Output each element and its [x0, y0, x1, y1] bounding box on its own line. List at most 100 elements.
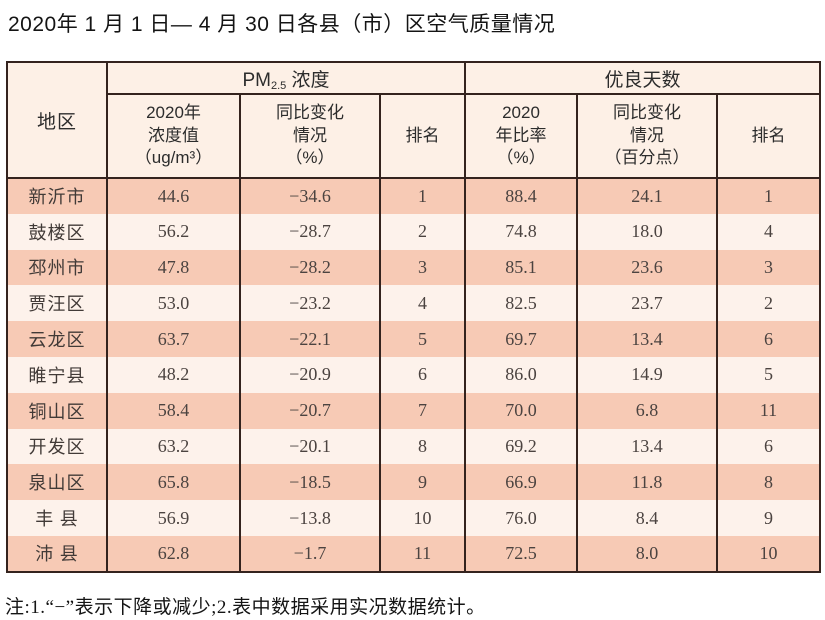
cell-good-ratio: 72.5 [464, 535, 579, 572]
cell-good-rank: 9 [716, 500, 822, 536]
cell-region: 鼓楼区 [6, 213, 108, 250]
table-row: 沛 县 62.8 −1.7 11 72.5 8.0 10 [6, 535, 822, 572]
cell-good-ratio: 74.8 [464, 213, 579, 250]
pm-value-column-header: 2020年 浓度值 （ug/m³） [106, 94, 241, 179]
cell-pm-value: 44.6 [106, 178, 241, 214]
cell-pm-change: −1.7 [239, 535, 381, 572]
cell-region: 铜山区 [6, 392, 108, 429]
cell-good-change: 11.8 [576, 464, 719, 501]
good-days-group-header: 优良天数 [464, 62, 822, 95]
cell-good-change: 8.0 [576, 535, 719, 572]
cell-good-ratio: 86.0 [464, 356, 579, 393]
cell-region: 丰 县 [6, 500, 108, 536]
cell-region: 云龙区 [6, 321, 108, 357]
cell-pm-rank: 10 [378, 500, 467, 536]
cell-region: 睢宁县 [6, 356, 108, 393]
cell-good-rank: 10 [716, 535, 822, 572]
cell-good-change: 13.4 [576, 321, 719, 357]
cell-good-change: 23.6 [576, 249, 719, 286]
cell-pm-rank: 11 [378, 535, 467, 572]
cell-region: 泉山区 [6, 464, 108, 501]
group-header-row: 地区 PM2.5 浓度 优良天数 [6, 62, 822, 179]
cell-pm-value: 56.2 [106, 213, 241, 250]
cell-good-change: 18.0 [576, 213, 719, 250]
pm25-label-base: PM [242, 69, 271, 91]
cell-pm-rank: 4 [378, 285, 467, 322]
region-column-header: 地区 [6, 62, 108, 179]
cell-good-rank: 3 [716, 249, 822, 286]
cell-good-ratio: 69.7 [464, 321, 579, 357]
air-quality-table: 地区 PM2.5 浓度 优良天数 2020年 浓度值 （ug/m³） 同比变化 … [6, 61, 822, 573]
cell-good-rank: 2 [716, 285, 822, 322]
cell-good-ratio: 82.5 [464, 285, 579, 322]
cell-good-ratio: 69.2 [464, 428, 579, 465]
cell-pm-change: −13.8 [239, 500, 381, 536]
cell-pm-change: −28.2 [239, 249, 381, 286]
cell-region: 新沂市 [6, 178, 108, 214]
cell-good-rank: 6 [716, 321, 822, 357]
cell-good-change: 23.7 [576, 285, 719, 322]
cell-pm-rank: 2 [378, 213, 467, 250]
cell-good-change: 6.8 [576, 392, 719, 429]
cell-good-ratio: 76.0 [464, 500, 579, 536]
table-row: 睢宁县 48.2 −20.9 6 86.0 14.9 5 [6, 356, 822, 393]
cell-pm-rank: 8 [378, 428, 467, 465]
table-header: 地区 PM2.5 浓度 优良天数 2020年 浓度值 （ug/m³） 同比变化 … [6, 62, 822, 179]
cell-good-change: 13.4 [576, 428, 719, 465]
sub-header-row: 2020年 浓度值 （ug/m³） 同比变化 情况 （%） 排名 2020 年比… [7, 94, 822, 179]
cell-pm-rank: 5 [378, 321, 467, 357]
cell-good-rank: 1 [716, 178, 822, 214]
cell-region: 贾汪区 [6, 285, 108, 322]
cell-region: 沛 县 [6, 535, 108, 572]
cell-pm-change: −23.2 [239, 285, 381, 322]
cell-good-rank: 5 [716, 356, 822, 393]
cell-good-ratio: 88.4 [464, 178, 579, 214]
pm-change-column-header: 同比变化 情况 （%） [239, 94, 381, 179]
pm-rank-column-header: 排名 [378, 94, 467, 179]
cell-pm-change: −34.6 [239, 178, 381, 214]
cell-pm-value: 56.9 [106, 500, 241, 536]
cell-pm-value: 65.8 [106, 464, 241, 501]
cell-pm-value: 63.7 [106, 321, 241, 357]
cell-good-rank: 6 [716, 428, 822, 465]
table-row: 云龙区 63.7 −22.1 5 69.7 13.4 6 [6, 321, 822, 357]
cell-pm-rank: 3 [378, 249, 467, 286]
cell-pm-value: 62.8 [106, 535, 241, 572]
cell-pm-value: 47.8 [106, 249, 241, 286]
cell-good-rank: 11 [716, 392, 822, 429]
cell-good-change: 14.9 [576, 356, 719, 393]
pm25-group-header: PM2.5 浓度 [105, 62, 467, 95]
table-body: 新沂市 44.6 −34.6 1 88.4 24.1 1 鼓楼区 56.2 −2… [6, 178, 822, 572]
cell-good-change: 8.4 [576, 500, 719, 536]
cell-pm-rank: 9 [378, 464, 467, 501]
table-row: 丰 县 56.9 −13.8 10 76.0 8.4 9 [6, 500, 822, 536]
cell-good-rank: 4 [716, 213, 822, 250]
cell-pm-rank: 6 [378, 356, 467, 393]
cell-pm-change: −22.1 [239, 321, 381, 357]
table-row: 铜山区 58.4 −20.7 7 70.0 6.8 11 [6, 392, 822, 429]
cell-pm-rank: 7 [378, 392, 467, 429]
cell-region: 开发区 [6, 428, 108, 465]
cell-pm-change: −20.1 [239, 428, 381, 465]
table-row: 邳州市 47.8 −28.2 3 85.1 23.6 3 [6, 249, 822, 286]
cell-pm-change: −20.9 [239, 356, 381, 393]
cell-good-ratio: 66.9 [464, 464, 579, 501]
table-row: 贾汪区 53.0 −23.2 4 82.5 23.7 2 [6, 285, 822, 322]
cell-pm-change: −28.7 [239, 213, 381, 250]
cell-pm-rank: 1 [378, 178, 467, 214]
table-row: 开发区 63.2 −20.1 8 69.2 13.4 6 [6, 428, 822, 465]
cell-good-change: 24.1 [576, 178, 719, 214]
cell-pm-change: −20.7 [239, 392, 381, 429]
cell-pm-value: 63.2 [106, 428, 241, 465]
good-rank-column-header: 排名 [716, 94, 822, 179]
table-row: 鼓楼区 56.2 −28.7 2 74.8 18.0 4 [6, 213, 822, 250]
cell-good-ratio: 70.0 [464, 392, 579, 429]
cell-pm-value: 53.0 [106, 285, 241, 322]
page-title: 2020年 1 月 1 日— 4 月 30 日各县（市）区空气质量情况 [8, 13, 556, 36]
cell-good-ratio: 85.1 [464, 249, 579, 286]
table-row: 泉山区 65.8 −18.5 9 66.9 11.8 8 [6, 464, 822, 501]
cell-pm-change: −18.5 [239, 464, 381, 501]
cell-good-rank: 8 [716, 464, 822, 501]
pm25-label-subscript: 2.5 [270, 79, 287, 92]
